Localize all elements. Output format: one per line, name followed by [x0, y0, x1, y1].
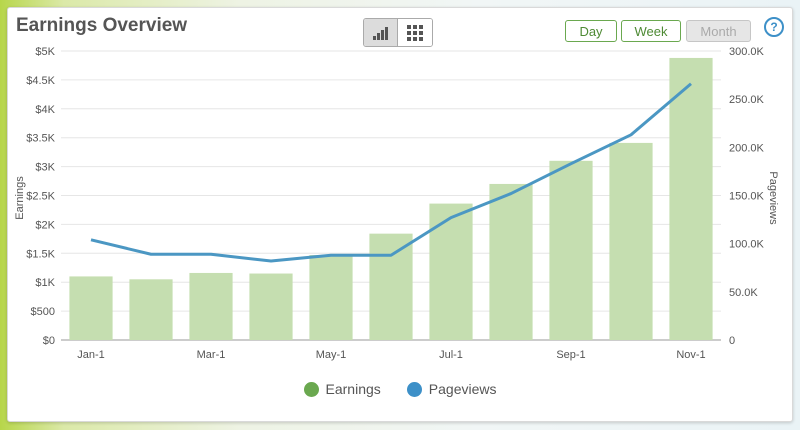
help-icon[interactable]: ? — [764, 17, 784, 37]
legend-pageviews-label: Pageviews — [428, 381, 497, 397]
earnings-bar — [369, 233, 413, 340]
earnings-overview-panel: Earnings Overview Day Week Month ? $0 $50… — [7, 7, 793, 422]
week-button[interactable]: Week — [621, 20, 681, 42]
legend-item-pageviews[interactable]: Pageviews — [406, 381, 497, 397]
x-tick-label: Mar-1 — [197, 349, 226, 361]
y2-tick-label: 50.0K — [729, 287, 758, 299]
legend-item-earnings[interactable]: Earnings — [303, 381, 381, 397]
chart-legend: Earnings Pageviews — [8, 381, 792, 397]
y2-tick-label: 0 — [729, 335, 735, 347]
y-tick-label: $4K — [35, 104, 55, 116]
grid-icon — [407, 24, 423, 41]
bar-chart-view-button[interactable] — [364, 19, 398, 46]
pageviews-line-group — [90, 82, 692, 263]
y2-axis-label: Pageviews — [767, 171, 779, 225]
day-button[interactable]: Day — [565, 20, 617, 42]
x-tick-label: May-1 — [316, 349, 347, 361]
earnings-bar — [69, 276, 113, 340]
earnings-bar — [189, 272, 233, 340]
page-title: Earnings Overview — [16, 15, 188, 36]
y-tick-label: $5K — [35, 46, 55, 58]
y-tick-label: $3K — [35, 162, 55, 174]
legend-pageviews-marker — [406, 381, 422, 397]
y-tick-label: $500 — [31, 306, 55, 318]
earnings-chart: $0 $500 $1K $1.5K $2K $2.5K $3K $3.5K $4K $4.5K $5… — [14, 46, 779, 361]
earnings-bar — [549, 160, 593, 340]
y-tick-label: $2K — [35, 219, 55, 231]
y-tick-label: $4.5K — [26, 75, 55, 87]
y-axis-label: Earnings — [14, 176, 26, 220]
x-axis: Jan-1 Mar-1 May-1 Jul-1 Sep-1 Nov-1 — [77, 349, 705, 361]
y2-tick-label: 150.0K — [729, 191, 765, 203]
earnings-bar — [489, 183, 533, 340]
earnings-bar — [129, 279, 173, 340]
y2-tick-label: 200.0K — [729, 142, 765, 154]
y-tick-label: $2.5K — [26, 191, 55, 203]
chart-view-toggle — [363, 18, 433, 47]
legend-earnings-label: Earnings — [325, 381, 381, 397]
earnings-bar — [669, 57, 713, 340]
x-tick-label: Jan-1 — [77, 349, 105, 361]
earnings-bar — [249, 273, 293, 340]
y2-tick-label: 250.0K — [729, 94, 765, 106]
pageviews-line — [90, 82, 692, 263]
y-tick-label: $1K — [35, 277, 55, 289]
y-tick-label: $3.5K — [26, 133, 55, 145]
x-tick-label: Sep-1 — [556, 349, 585, 361]
month-button[interactable]: Month — [686, 20, 751, 42]
x-tick-label: Jul-1 — [439, 349, 463, 361]
earnings-bar — [609, 142, 653, 340]
earnings-bar — [429, 203, 473, 340]
bar-chart-icon — [372, 26, 388, 40]
earnings-bar — [309, 255, 353, 340]
grid-view-button[interactable] — [398, 19, 432, 46]
legend-earnings-marker — [303, 381, 319, 397]
y-axis-left: $0 $500 $1K $1.5K $2K $2.5K $3K $3.5K $4K $4.5K $5… — [26, 46, 55, 347]
y2-tick-label: 100.0K — [729, 239, 765, 251]
y-axis-right: 0 50.0K 100.0K 150.0K 200.0K 250.0K 300.0K — [729, 46, 765, 347]
y-tick-label: $1.5K — [26, 248, 55, 260]
y-tick-label: $0 — [43, 335, 55, 347]
x-tick-label: Nov-1 — [676, 349, 705, 361]
earnings-bars — [69, 57, 713, 340]
y2-tick-label: 300.0K — [729, 46, 765, 58]
